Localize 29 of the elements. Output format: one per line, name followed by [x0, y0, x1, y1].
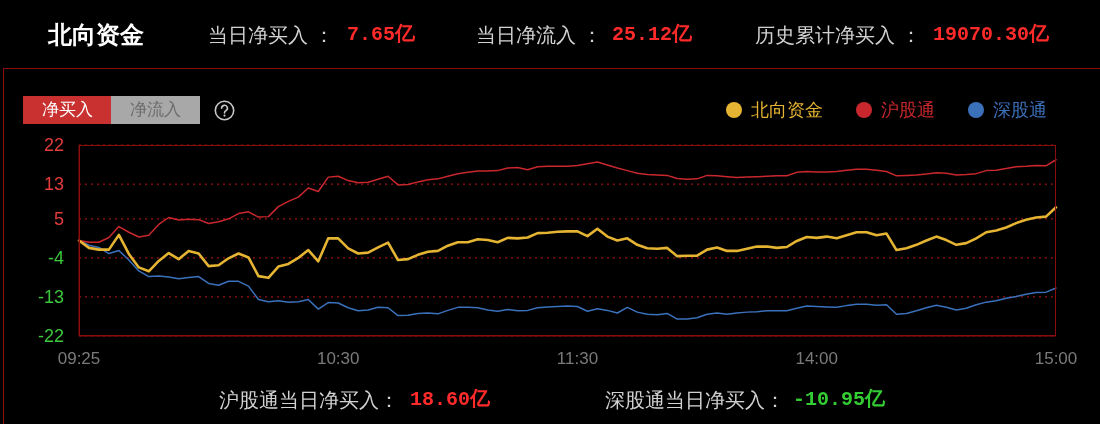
tab: 净流入: [111, 96, 200, 124]
legend-label: 深股通: [993, 100, 1047, 120]
x-tick-label: 09:25: [57, 348, 101, 368]
selected-tab: 净买入: [23, 96, 111, 124]
y-tick-label: 13: [43, 174, 64, 195]
text: 7.65亿: [347, 23, 416, 46]
text: 当日净流入 ：: [476, 24, 602, 46]
text: 当日净买入 ：: [208, 24, 334, 46]
chart-title: 北向资金: [48, 21, 144, 48]
text: 深股通当日净买入：: [605, 389, 785, 411]
x-tick-label: 15:00: [1034, 348, 1078, 368]
text: 25.12亿: [612, 23, 693, 46]
y-tick-label: -13: [37, 286, 64, 307]
y-tick-label: 22: [43, 135, 64, 155]
x-tick-label: 11:30: [556, 348, 599, 368]
text: -10.95亿: [793, 388, 886, 411]
x-tick-label: 10:30: [316, 348, 360, 368]
line-series: [77, 205, 1058, 280]
text: 历史累计净买入 ：: [755, 24, 921, 46]
text: 18.60亿: [410, 388, 491, 411]
y-tick-label: -4: [47, 247, 64, 268]
y-tick-label: -22: [37, 326, 64, 346]
text: 沪股通当日净买入：: [219, 389, 399, 411]
line-series: [78, 159, 1057, 243]
text: 19070.30亿: [933, 23, 1050, 46]
legend-label: 沪股通: [881, 100, 935, 120]
legend-label: 北向资金: [751, 100, 823, 120]
x-tick-label: 14:00: [795, 348, 839, 368]
y-tick-label: 5: [53, 208, 64, 229]
